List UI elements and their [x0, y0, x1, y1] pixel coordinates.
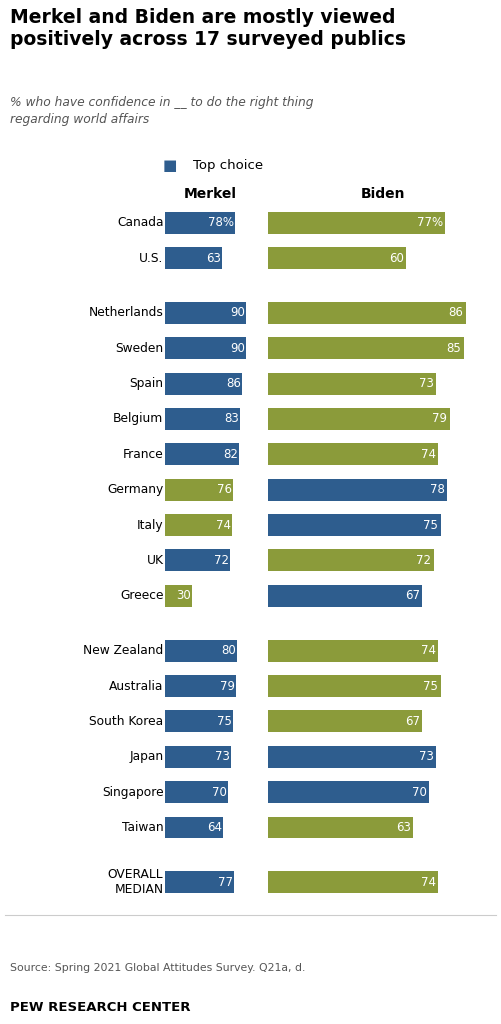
- Bar: [268, 585, 422, 607]
- Bar: [268, 337, 463, 359]
- Bar: [165, 745, 230, 768]
- Text: 60: 60: [389, 252, 404, 264]
- Bar: [165, 640, 237, 662]
- Text: PEW RESEARCH CENTER: PEW RESEARCH CENTER: [10, 1000, 190, 1014]
- Text: Germany: Germany: [107, 483, 163, 497]
- Bar: [165, 711, 232, 732]
- Text: 79: 79: [432, 413, 447, 426]
- Bar: [268, 302, 466, 324]
- Bar: [165, 408, 239, 430]
- Bar: [268, 550, 433, 571]
- Text: South Korea: South Korea: [89, 715, 163, 728]
- Bar: [268, 373, 436, 394]
- Text: 67: 67: [405, 715, 420, 728]
- Bar: [165, 247, 222, 269]
- Bar: [165, 871, 234, 893]
- Text: ■: ■: [162, 158, 177, 173]
- Text: % who have confidence in __ to do the right thing
regarding world affairs: % who have confidence in __ to do the ri…: [10, 96, 314, 126]
- Bar: [165, 337, 246, 359]
- Text: 72: 72: [416, 554, 431, 567]
- Bar: [268, 711, 422, 732]
- Bar: [268, 408, 450, 430]
- Text: 74: 74: [421, 876, 436, 889]
- Text: 73: 73: [215, 751, 230, 763]
- Text: Biden: Biden: [361, 187, 405, 201]
- Text: Italy: Italy: [137, 518, 163, 531]
- Text: 75: 75: [423, 680, 438, 692]
- Text: OVERALL
MEDIAN: OVERALL MEDIAN: [108, 868, 163, 896]
- Text: 74: 74: [216, 518, 230, 531]
- Text: 73: 73: [419, 751, 433, 763]
- Text: Source: Spring 2021 Global Attitudes Survey. Q21a, d.: Source: Spring 2021 Global Attitudes Sur…: [10, 963, 306, 973]
- Text: Greece: Greece: [120, 590, 163, 602]
- Bar: [268, 640, 438, 662]
- Text: Canada: Canada: [117, 216, 163, 229]
- Bar: [268, 871, 438, 893]
- Text: Australia: Australia: [109, 680, 163, 692]
- Text: 64: 64: [207, 821, 222, 834]
- Bar: [268, 443, 438, 465]
- Text: 75: 75: [217, 715, 231, 728]
- Text: 77: 77: [218, 876, 233, 889]
- Bar: [165, 585, 192, 607]
- Text: 67: 67: [405, 590, 420, 602]
- Text: 30: 30: [176, 590, 191, 602]
- Bar: [165, 781, 228, 803]
- Text: 74: 74: [421, 644, 436, 657]
- Text: 90: 90: [230, 342, 245, 354]
- Text: 82: 82: [223, 447, 238, 461]
- Bar: [165, 302, 246, 324]
- Bar: [165, 212, 235, 233]
- Text: 80: 80: [221, 644, 236, 657]
- Text: Top choice: Top choice: [192, 159, 263, 172]
- Text: Japan: Japan: [129, 751, 163, 763]
- Text: 77%: 77%: [417, 216, 443, 229]
- Text: 86: 86: [448, 306, 463, 319]
- Text: 63: 63: [206, 252, 221, 264]
- Text: 78: 78: [430, 483, 445, 497]
- Text: 73: 73: [419, 377, 433, 390]
- Bar: [268, 816, 413, 839]
- Text: 63: 63: [396, 821, 411, 834]
- Bar: [268, 745, 436, 768]
- Text: 75: 75: [423, 518, 438, 531]
- Text: 79: 79: [220, 680, 235, 692]
- Bar: [165, 443, 239, 465]
- Text: Belgium: Belgium: [113, 413, 163, 426]
- Bar: [268, 675, 440, 697]
- Bar: [165, 514, 231, 536]
- Text: 83: 83: [224, 413, 239, 426]
- Text: France: France: [123, 447, 163, 461]
- Text: New Zealand: New Zealand: [83, 644, 163, 657]
- Bar: [165, 373, 242, 394]
- Text: UK: UK: [146, 554, 163, 567]
- Bar: [268, 212, 445, 233]
- Text: 76: 76: [217, 483, 232, 497]
- Text: Merkel: Merkel: [183, 187, 236, 201]
- Bar: [268, 247, 406, 269]
- Text: Spain: Spain: [129, 377, 163, 390]
- Text: 85: 85: [446, 342, 461, 354]
- Text: Merkel and Biden are mostly viewed
positively across 17 surveyed publics: Merkel and Biden are mostly viewed posit…: [10, 8, 406, 49]
- Bar: [268, 781, 429, 803]
- Text: 70: 70: [412, 785, 427, 799]
- Text: 70: 70: [212, 785, 227, 799]
- Text: 72: 72: [214, 554, 229, 567]
- Text: 90: 90: [230, 306, 245, 319]
- Text: Singapore: Singapore: [102, 785, 163, 799]
- Text: 74: 74: [421, 447, 436, 461]
- Bar: [165, 550, 230, 571]
- Text: U.S.: U.S.: [139, 252, 163, 264]
- Text: Sweden: Sweden: [115, 342, 163, 354]
- Bar: [165, 675, 236, 697]
- Bar: [268, 514, 440, 536]
- Text: 86: 86: [226, 377, 241, 390]
- Text: Taiwan: Taiwan: [122, 821, 163, 834]
- Text: Netherlands: Netherlands: [89, 306, 163, 319]
- Bar: [165, 816, 222, 839]
- Bar: [268, 479, 447, 501]
- Bar: [165, 479, 233, 501]
- Text: 78%: 78%: [208, 216, 234, 229]
